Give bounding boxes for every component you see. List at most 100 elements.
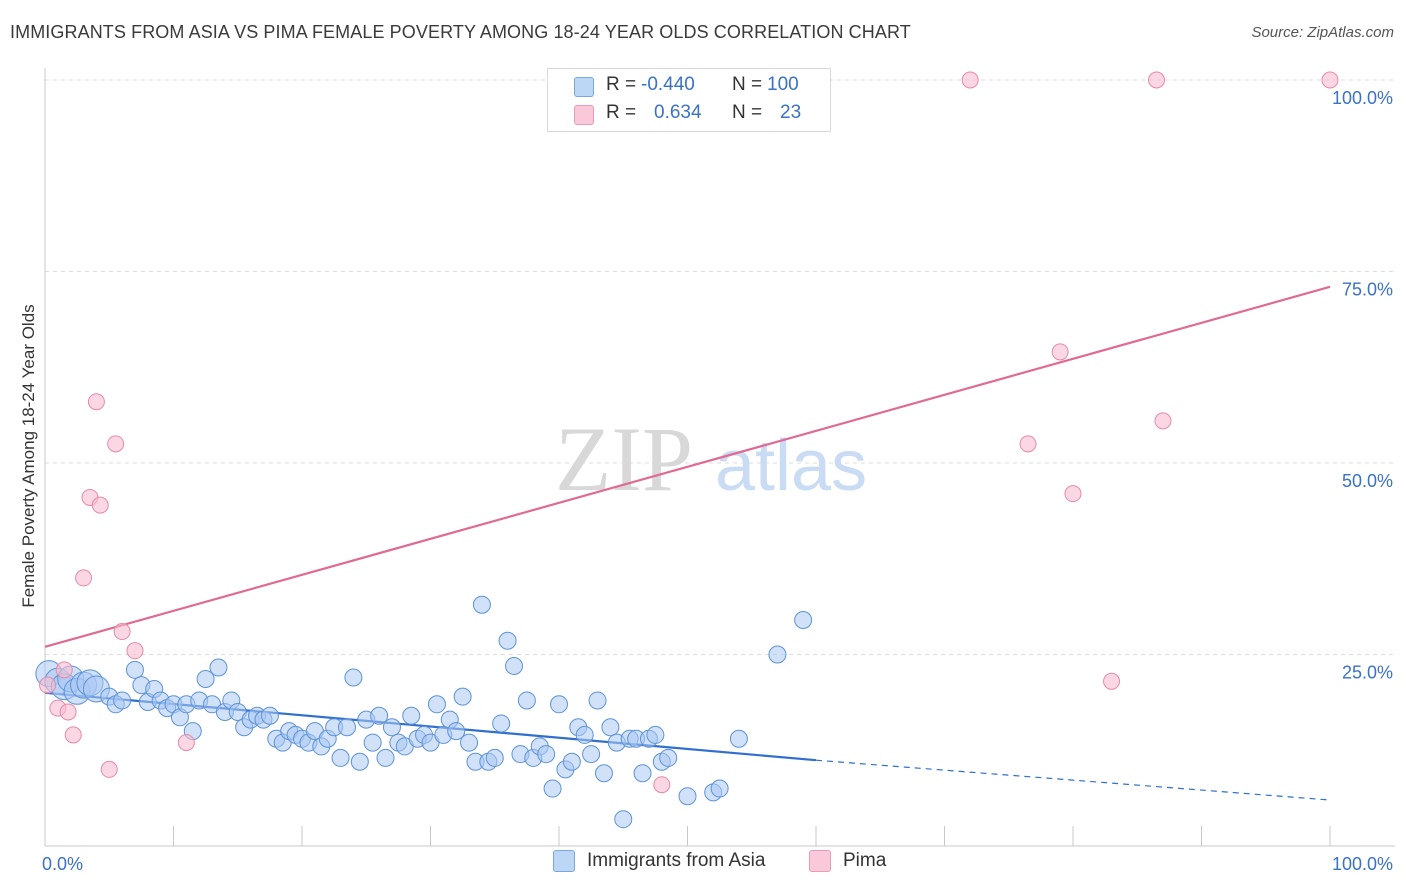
data-point-immigrants-from-asia bbox=[614, 810, 633, 829]
data-point-immigrants-from-asia bbox=[337, 718, 356, 737]
stats-legend: R = -0.440 N = 100 R = 0.634 N = 23 bbox=[547, 68, 831, 132]
data-point-pima bbox=[107, 435, 125, 453]
data-point-immigrants-from-asia bbox=[646, 725, 665, 744]
data-point-immigrants-from-asia bbox=[505, 656, 524, 675]
series-immigrants-from-asia bbox=[35, 595, 813, 829]
y-tick-label: 100.0% bbox=[1332, 88, 1393, 108]
data-point-immigrants-from-asia bbox=[402, 706, 421, 725]
data-point-immigrants-from-asia bbox=[537, 745, 556, 764]
data-point-pima bbox=[653, 776, 671, 794]
axes bbox=[44, 68, 1395, 847]
r-label: R = bbox=[606, 74, 637, 95]
data-point-immigrants-from-asia bbox=[460, 733, 479, 752]
legend-label-pink: Pima bbox=[843, 850, 887, 871]
data-point-immigrants-from-asia bbox=[196, 670, 215, 689]
data-point-immigrants-from-asia bbox=[125, 660, 144, 679]
data-point-immigrants-from-asia bbox=[633, 764, 652, 783]
data-point-pima bbox=[177, 734, 195, 752]
data-point-pima bbox=[75, 569, 93, 587]
pink-swatch bbox=[574, 105, 594, 125]
n-value-pink: 23 bbox=[780, 102, 802, 123]
bottom-legend: Immigrants from Asia Pima bbox=[0, 850, 1406, 880]
data-point-immigrants-from-asia bbox=[582, 745, 601, 764]
watermark-zip: ZIP bbox=[555, 408, 693, 510]
data-point-pima bbox=[59, 703, 77, 721]
data-point-immigrants-from-asia bbox=[485, 748, 504, 767]
data-point-pima bbox=[1154, 412, 1172, 430]
data-point-pima bbox=[1103, 672, 1121, 690]
data-point-immigrants-from-asia bbox=[550, 695, 568, 714]
data-point-pima bbox=[91, 496, 109, 514]
data-point-pima bbox=[87, 393, 105, 411]
data-point-pima bbox=[1148, 71, 1166, 89]
blue-swatch bbox=[574, 77, 594, 97]
trend-line-pima bbox=[44, 285, 1331, 648]
n-label: N = bbox=[732, 102, 763, 123]
grid-lines bbox=[45, 79, 1395, 655]
data-point-immigrants-from-asia bbox=[517, 691, 536, 710]
data-point-immigrants-from-asia bbox=[453, 687, 472, 706]
data-point-immigrants-from-asia bbox=[113, 691, 132, 710]
data-point-immigrants-from-asia bbox=[472, 595, 491, 614]
trend-line-immigrants-from-asia-extension bbox=[815, 759, 1331, 801]
data-point-immigrants-from-asia bbox=[447, 722, 466, 741]
data-point-immigrants-from-asia bbox=[768, 645, 787, 664]
legend-swatch-blue bbox=[553, 850, 575, 872]
data-point-immigrants-from-asia bbox=[382, 718, 401, 737]
stats-row-pink: R = 0.634 N = 23 bbox=[548, 101, 830, 129]
data-point-immigrants-from-asia bbox=[260, 706, 279, 725]
data-point-immigrants-from-asia bbox=[498, 631, 517, 650]
data-point-immigrants-from-asia bbox=[350, 752, 369, 771]
series-pima bbox=[39, 71, 1339, 794]
data-point-immigrants-from-asia bbox=[363, 733, 382, 752]
r-label: R = bbox=[606, 102, 637, 123]
data-point-pima bbox=[39, 676, 57, 694]
data-point-immigrants-from-asia bbox=[427, 695, 446, 714]
watermark-atlas: atlas bbox=[715, 426, 867, 506]
y-tick-label: 75.0% bbox=[1342, 280, 1393, 300]
data-point-immigrants-from-asia bbox=[370, 706, 389, 725]
legend-swatch-pink bbox=[809, 850, 831, 872]
legend-label-blue: Immigrants from Asia bbox=[587, 850, 766, 871]
data-point-immigrants-from-asia bbox=[794, 611, 813, 630]
stats-row-blue: R = -0.440 N = 100 bbox=[548, 73, 830, 101]
x-tick-label: 0.0% bbox=[42, 854, 83, 874]
data-point-immigrants-from-asia bbox=[588, 691, 607, 710]
chart-title: IMMIGRANTS FROM ASIA VS PIMA FEMALE POVE… bbox=[10, 22, 911, 42]
data-point-immigrants-from-asia bbox=[344, 668, 363, 687]
y-tick-label: 25.0% bbox=[1342, 663, 1393, 683]
data-point-pima bbox=[961, 71, 979, 89]
data-point-immigrants-from-asia bbox=[331, 748, 350, 767]
data-point-immigrants-from-asia bbox=[562, 752, 581, 771]
data-point-pima bbox=[100, 760, 118, 778]
data-point-pima bbox=[64, 726, 82, 744]
data-point-immigrants-from-asia bbox=[729, 729, 748, 748]
n-label: N = bbox=[732, 74, 763, 95]
source-label: Source: ZipAtlas.com bbox=[1251, 24, 1394, 41]
watermark: ZIP atlas bbox=[555, 408, 867, 510]
data-point-immigrants-from-asia bbox=[678, 787, 697, 806]
data-point-immigrants-from-asia bbox=[543, 779, 562, 798]
data-point-pima bbox=[55, 661, 73, 679]
data-point-immigrants-from-asia bbox=[659, 748, 678, 767]
data-point-pima bbox=[1321, 71, 1339, 89]
data-point-pima bbox=[1051, 343, 1069, 361]
data-point-pima bbox=[1019, 435, 1037, 453]
data-point-pima bbox=[1064, 485, 1082, 503]
data-point-immigrants-from-asia bbox=[376, 748, 395, 767]
x-tick-label: 100.0% bbox=[1332, 854, 1393, 874]
n-value-blue: 100 bbox=[767, 74, 799, 95]
y-axis-label: Female Poverty Among 18-24 Year Olds bbox=[19, 304, 38, 607]
data-point-pima bbox=[126, 642, 144, 660]
r-value-pink: 0.634 bbox=[654, 102, 702, 123]
legend-item-pima[interactable]: Pima bbox=[809, 850, 886, 872]
data-point-immigrants-from-asia bbox=[209, 658, 228, 677]
legend-item-immigrants-from-asia[interactable]: Immigrants from Asia bbox=[553, 850, 765, 872]
r-value-blue: -0.440 bbox=[641, 74, 695, 95]
data-point-immigrants-from-asia bbox=[492, 714, 511, 733]
data-point-pima bbox=[113, 623, 131, 641]
data-point-immigrants-from-asia bbox=[710, 779, 729, 798]
data-point-immigrants-from-asia bbox=[594, 764, 613, 783]
y-tick-label: 50.0% bbox=[1342, 471, 1393, 491]
